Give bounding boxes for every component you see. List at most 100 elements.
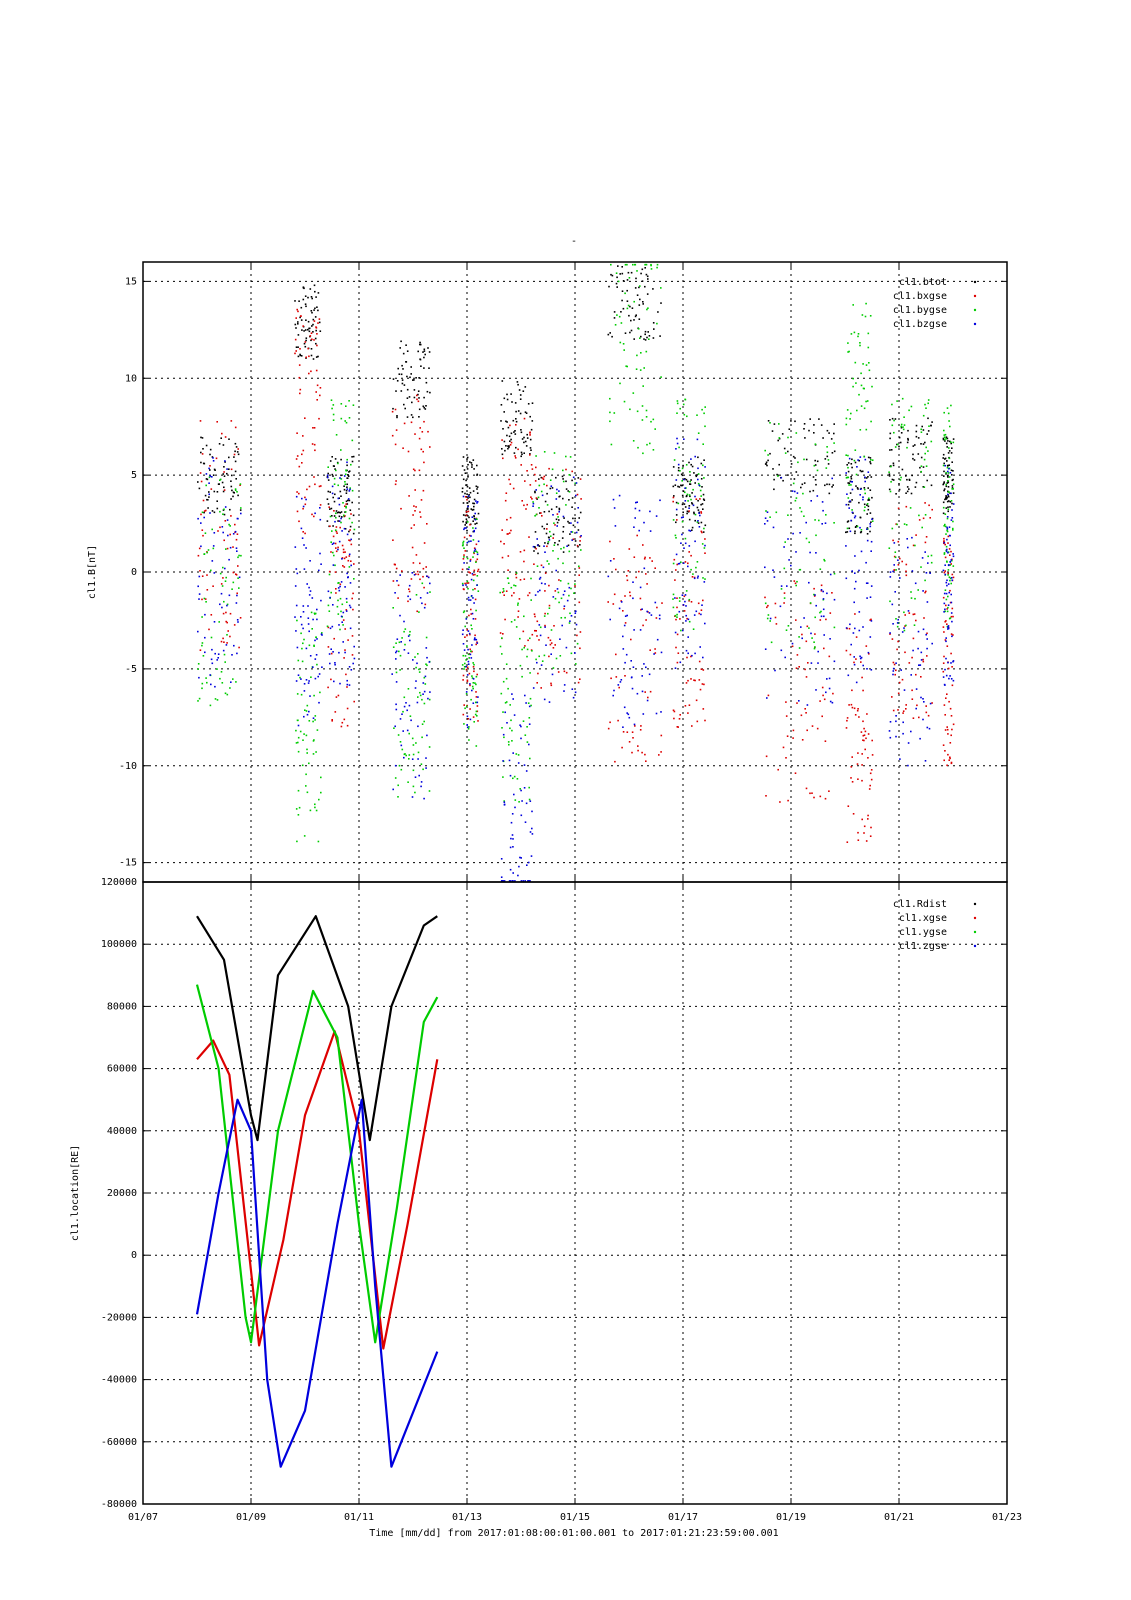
data-point xyxy=(897,564,900,566)
data-point xyxy=(945,697,947,699)
data-point xyxy=(334,529,337,531)
data-point xyxy=(321,634,323,636)
data-point xyxy=(850,484,852,486)
data-point xyxy=(946,529,948,532)
data-point xyxy=(508,759,511,762)
data-point xyxy=(340,474,342,477)
data-point xyxy=(308,485,311,488)
data-point xyxy=(950,492,952,495)
data-point xyxy=(469,523,471,526)
data-point xyxy=(228,468,230,470)
data-point xyxy=(948,491,950,493)
data-point xyxy=(906,486,909,488)
data-point xyxy=(617,684,620,686)
data-point xyxy=(423,350,426,352)
data-point xyxy=(210,636,213,639)
data-point xyxy=(645,416,648,418)
data-point xyxy=(351,460,354,463)
data-point xyxy=(650,263,652,266)
data-point xyxy=(412,379,414,381)
data-point xyxy=(943,525,945,527)
data-point xyxy=(464,514,467,517)
data-point xyxy=(224,460,226,462)
data-point xyxy=(298,492,300,495)
data-point xyxy=(304,345,307,348)
data-point xyxy=(200,461,202,464)
data-point xyxy=(850,477,853,480)
data-point xyxy=(409,715,412,717)
data-point xyxy=(914,544,916,547)
data-point xyxy=(853,331,856,334)
data-point xyxy=(787,799,789,802)
data-point xyxy=(473,550,476,552)
data-point xyxy=(644,753,646,756)
data-point xyxy=(865,477,868,479)
data-point xyxy=(560,597,563,600)
data-point xyxy=(849,418,851,420)
data-point xyxy=(517,410,520,412)
data-point xyxy=(654,652,657,654)
data-point xyxy=(942,464,945,467)
data-point xyxy=(695,566,697,569)
data-point xyxy=(522,630,525,633)
data-point xyxy=(628,741,631,743)
data-point xyxy=(925,590,927,593)
data-point xyxy=(900,432,903,434)
data-point xyxy=(413,505,415,507)
data-point xyxy=(466,557,469,560)
data-point xyxy=(463,610,466,612)
data-point xyxy=(950,452,953,454)
data-point xyxy=(944,564,946,566)
data-point xyxy=(342,551,345,554)
data-point xyxy=(466,645,468,647)
data-point xyxy=(646,443,648,446)
data-point xyxy=(952,527,954,530)
data-point xyxy=(652,337,655,339)
data-point xyxy=(856,409,858,412)
data-point xyxy=(624,615,627,617)
data-point xyxy=(525,770,528,772)
data-point xyxy=(339,682,341,685)
data-point xyxy=(222,513,224,515)
data-point xyxy=(683,610,686,612)
data-point xyxy=(694,482,696,484)
data-point xyxy=(943,475,945,477)
data-point xyxy=(685,620,687,622)
data-point xyxy=(294,323,297,326)
data-point xyxy=(207,507,209,509)
data-point xyxy=(500,858,503,860)
data-point xyxy=(914,486,917,488)
data-point xyxy=(552,667,555,669)
data-point xyxy=(686,512,688,515)
data-point xyxy=(774,602,777,605)
data-point xyxy=(424,603,427,606)
data-point xyxy=(943,434,946,436)
data-point xyxy=(319,387,322,389)
data-point xyxy=(645,666,647,669)
data-point xyxy=(555,506,558,508)
data-point xyxy=(502,776,504,778)
data-point xyxy=(572,524,575,527)
data-point xyxy=(845,417,848,420)
data-point xyxy=(350,560,352,562)
data-point xyxy=(775,623,778,625)
data-point xyxy=(889,576,892,578)
data-point xyxy=(912,613,915,616)
data-point xyxy=(614,760,616,763)
data-point xyxy=(633,526,635,528)
data-point xyxy=(207,549,210,551)
bottom-panel-y-ticks: 120000100000800006000040000200000-20000-… xyxy=(101,877,1007,1510)
data-point xyxy=(296,719,299,722)
data-point xyxy=(848,507,850,509)
data-point xyxy=(822,590,824,593)
data-point xyxy=(309,560,311,562)
data-point xyxy=(514,433,517,435)
data-point xyxy=(704,425,706,428)
data-point xyxy=(948,500,950,502)
data-point xyxy=(205,484,207,487)
data-point xyxy=(812,476,815,478)
data-point xyxy=(911,689,913,692)
data-point xyxy=(466,493,468,495)
data-point xyxy=(198,598,200,600)
data-point xyxy=(820,584,823,587)
